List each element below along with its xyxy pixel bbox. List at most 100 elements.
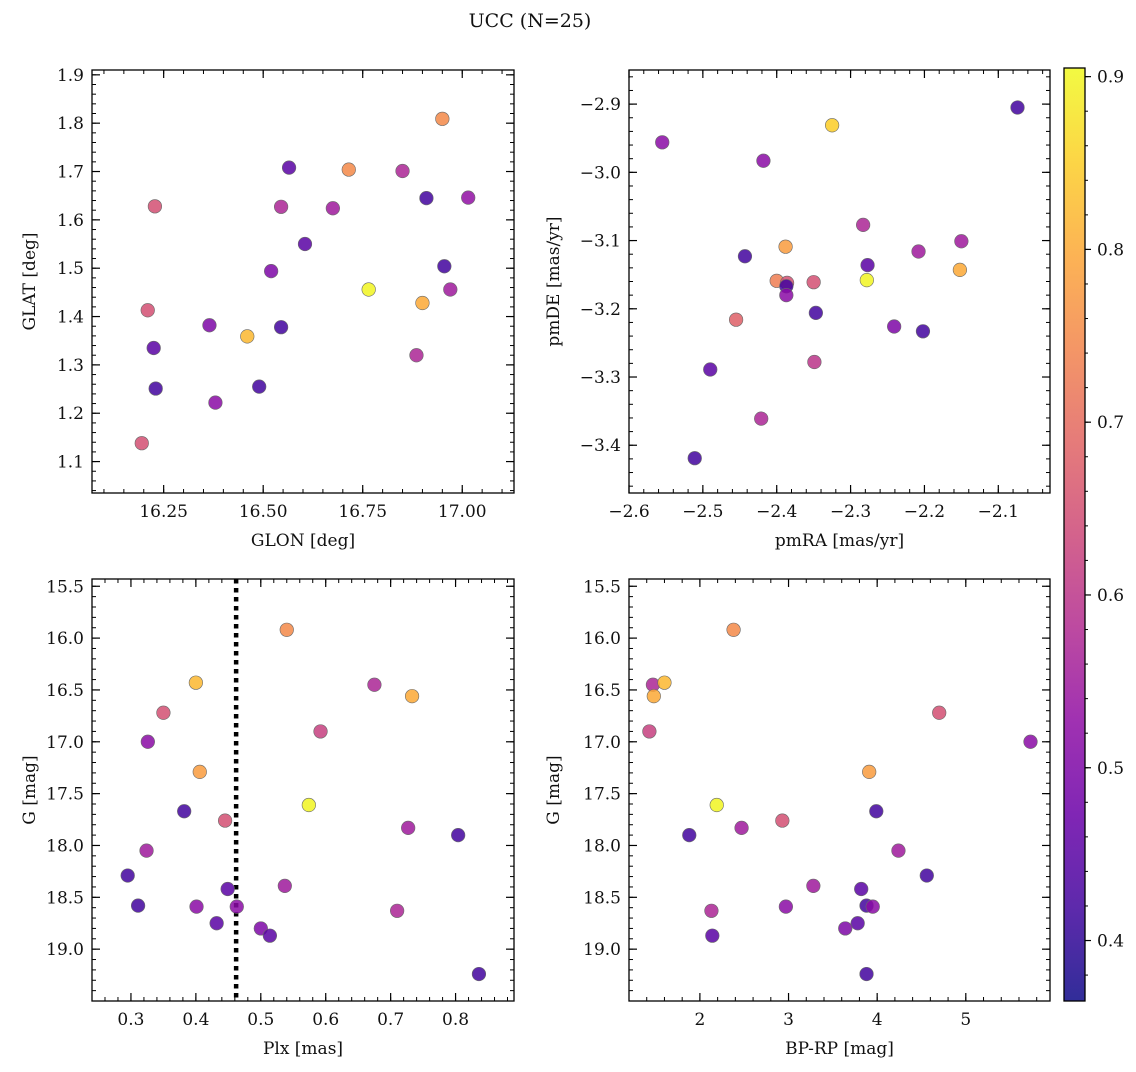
data-point (401, 820, 416, 835)
x-tick-label: 0.4 (182, 1010, 209, 1030)
x-tick-label: 0.3 (117, 1010, 144, 1030)
data-point (657, 675, 672, 690)
y-tick-label: −2.9 (580, 95, 621, 115)
data-point (361, 282, 376, 297)
x-tick-label: 0.7 (377, 1010, 404, 1030)
data-point (728, 312, 744, 327)
x-tick-label: −2.5 (682, 502, 723, 522)
data-point (156, 705, 171, 720)
y-tick-label: 1.9 (57, 66, 84, 86)
data-point (704, 903, 719, 918)
y-tick-label: 16.5 (46, 681, 84, 701)
data-point (825, 118, 840, 133)
colorbar-tick-label: 0.7 (1097, 413, 1124, 433)
data-point (778, 239, 793, 254)
data-point (409, 348, 424, 363)
y-tick-label: 16.0 (583, 629, 621, 649)
x-tick-label: 4 (872, 1010, 883, 1030)
colorbar-tick-label: 0.9 (1097, 68, 1124, 88)
colorbar: 0.4 0.5 0.6 0.7 0.8 0.9 (1063, 67, 1124, 1002)
y-axis-label: GLAT [deg] (20, 232, 40, 330)
y-tick-label: 19.0 (46, 940, 84, 960)
data-point (281, 160, 297, 175)
data-point (915, 324, 931, 339)
panels: 16.25 16.50 16.75 17.00 1.1 1.2 1.3 1.4 1.5 1.6 1.… (20, 66, 1051, 1059)
axes-frame (91, 69, 515, 494)
x-tick-label: 16.50 (239, 502, 288, 522)
data-point (709, 797, 724, 813)
x-axis-label: BP-RP [mag] (785, 1039, 894, 1059)
y-axis-label: G [mag] (20, 755, 40, 824)
data-point (703, 362, 718, 377)
data-point (806, 275, 821, 290)
data-point (120, 868, 135, 883)
y-tick-label: −3.2 (580, 300, 621, 320)
data-point (264, 264, 279, 279)
axes-frame (628, 69, 1051, 494)
y-tick-label: 1.8 (57, 114, 84, 134)
data-point (229, 899, 244, 914)
data-point (262, 928, 277, 943)
y-tick-label: 17.0 (46, 733, 84, 753)
data-point (139, 843, 154, 858)
data-point (860, 258, 875, 273)
x-tick-label: −2.4 (756, 502, 797, 522)
data-point (859, 966, 874, 982)
y-tick-label: 1.3 (57, 356, 84, 376)
x-axis-label: GLON [deg] (251, 531, 355, 551)
data-point (808, 305, 823, 320)
figure-title: UCC (N=25) (469, 10, 592, 32)
data-point (461, 190, 476, 205)
axis-ticks: 0.3 0.4 0.5 0.6 0.7 0.8 15.5 16.0 16.5 17.0 17.5 18… (46, 577, 514, 1030)
axes-frame (91, 578, 515, 1002)
colorbar-gradient (1064, 68, 1085, 1001)
data-point (274, 199, 289, 214)
colorbar-tick-label: 0.5 (1097, 759, 1124, 779)
data-points (134, 111, 476, 451)
data-point (856, 217, 871, 232)
x-tick-label: −2.2 (904, 502, 945, 522)
data-point (1010, 100, 1025, 115)
data-point (189, 899, 204, 914)
scatter-panel-1: 16.25 16.50 16.75 17.00 1.1 1.2 1.3 1.4 1.5 1.6 1.… (20, 66, 515, 551)
data-point (188, 675, 203, 690)
data-point (451, 828, 466, 843)
y-tick-label: 19.0 (583, 940, 621, 960)
data-point (754, 411, 769, 426)
data-point (297, 236, 313, 252)
data-point (850, 916, 865, 931)
x-axis-label: pmRA [mas/yr] (775, 531, 904, 551)
y-tick-label: 17.5 (583, 785, 621, 805)
y-tick-label: −3.3 (580, 368, 621, 388)
data-point (277, 878, 292, 894)
data-point (274, 320, 289, 335)
data-point (471, 966, 487, 982)
y-tick-label: 1.4 (57, 308, 84, 328)
scatter-panel-2: −2.6 −2.5 −2.4 −2.3 −2.2 −2.1 −3.4 −3.3 −3.2 −3.1… (544, 69, 1051, 551)
data-point (419, 191, 434, 206)
data-point (838, 921, 853, 936)
data-point (341, 162, 356, 177)
x-tick-label: 0.6 (312, 1010, 339, 1030)
x-tick-label: 0.5 (247, 1010, 274, 1030)
data-point (252, 379, 267, 394)
data-point (682, 828, 697, 843)
data-point (140, 734, 155, 749)
data-point (646, 689, 661, 704)
data-point (726, 622, 741, 637)
data-point (177, 804, 192, 819)
x-tick-label: −2.3 (830, 502, 871, 522)
data-point (806, 878, 821, 894)
data-point (862, 764, 877, 779)
y-axis-label: G [mag] (544, 755, 564, 824)
colorbar-tick-label: 0.8 (1097, 240, 1124, 260)
data-point (147, 199, 163, 214)
x-axis-label: Plx [mas] (263, 1039, 343, 1059)
data-point (395, 163, 410, 179)
data-point (779, 288, 794, 303)
x-tick-label: −2.1 (978, 502, 1019, 522)
data-point (932, 705, 947, 720)
data-point (687, 451, 702, 466)
